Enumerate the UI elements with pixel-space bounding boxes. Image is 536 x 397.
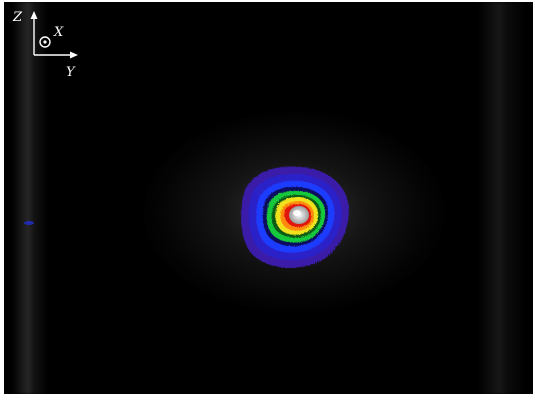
left-streak	[12, 2, 48, 394]
circle-dot-icon	[39, 36, 51, 48]
right-streak	[477, 2, 527, 394]
beam-image: Z X Y	[4, 2, 533, 394]
x-axis-label: X	[54, 25, 64, 40]
axes-indicator	[30, 11, 78, 59]
z-axis-label: Z	[13, 10, 23, 25]
arrow-right-icon	[70, 51, 78, 59]
arrow-up-icon	[30, 11, 38, 19]
blue-speck	[24, 221, 34, 225]
y-axis-label: Y	[66, 65, 75, 80]
beam-spot	[24, 166, 349, 268]
